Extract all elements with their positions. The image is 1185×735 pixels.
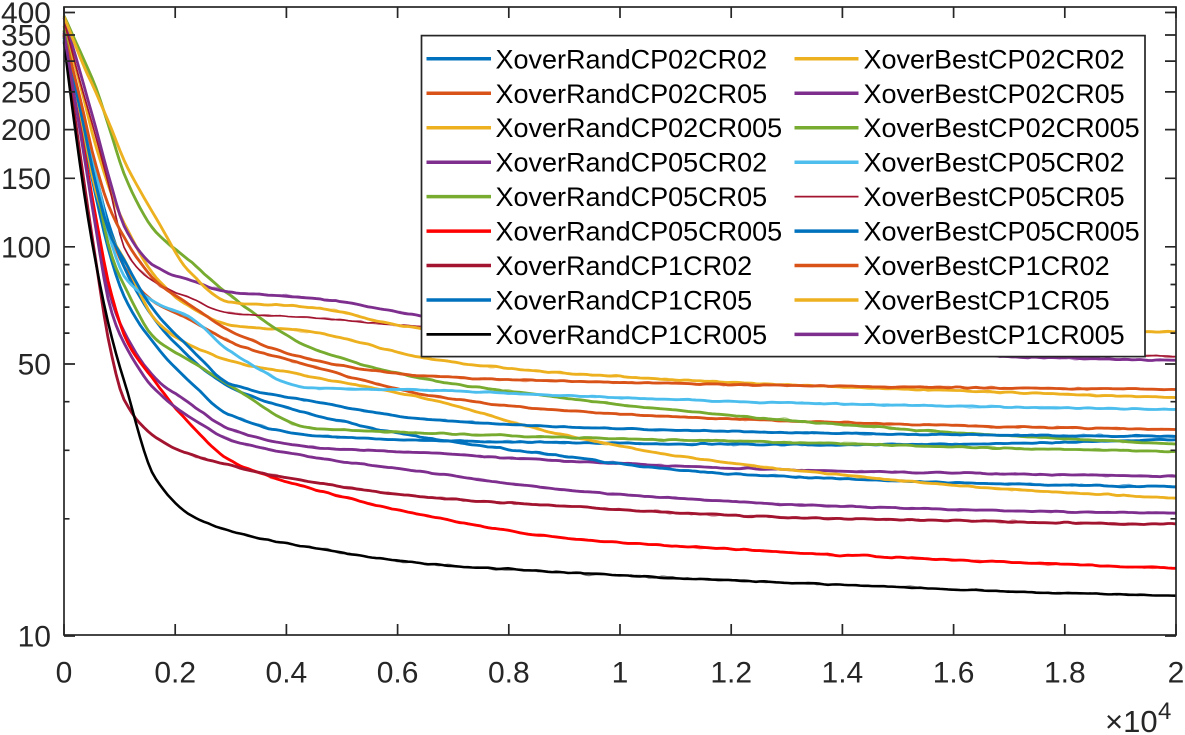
svg-text:0.8: 0.8: [488, 657, 530, 690]
svg-text:1.4: 1.4: [822, 657, 864, 690]
svg-text:XoverBestCP02CR02: XoverBestCP02CR02: [864, 44, 1125, 74]
svg-text:200: 200: [1, 114, 51, 147]
svg-text:XoverRandCP1CR05: XoverRandCP1CR05: [496, 286, 753, 316]
svg-text:XoverBestCP05CR05: XoverBestCP05CR05: [864, 182, 1125, 212]
svg-text:50: 50: [18, 349, 51, 382]
svg-text:XoverBestCP05CR02: XoverBestCP05CR02: [864, 148, 1125, 178]
svg-text:XoverRandCP1CR005: XoverRandCP1CR005: [496, 320, 768, 350]
svg-text:XoverRandCP1CR02: XoverRandCP1CR02: [496, 251, 753, 281]
svg-text:1.2: 1.2: [710, 657, 752, 690]
svg-text:10: 10: [18, 621, 51, 654]
svg-text:XoverBestCP1CR005: XoverBestCP1CR005: [864, 320, 1125, 350]
svg-text:100: 100: [1, 231, 51, 264]
svg-text:XoverRandCP05CR005: XoverRandCP05CR005: [496, 217, 783, 247]
svg-text:XoverRandCP02CR005: XoverRandCP02CR005: [496, 113, 783, 143]
svg-text:0.6: 0.6: [377, 657, 419, 690]
svg-text:150: 150: [1, 163, 51, 196]
svg-text:0.4: 0.4: [266, 657, 308, 690]
svg-text:XoverRandCP02CR02: XoverRandCP02CR02: [496, 44, 768, 74]
svg-text:×10: ×10: [1105, 704, 1158, 735]
svg-text:400: 400: [1, 0, 51, 30]
svg-text:XoverBestCP05CR005: XoverBestCP05CR005: [864, 217, 1140, 247]
svg-text:300: 300: [1, 46, 51, 79]
svg-text:XoverBestCP1CR05: XoverBestCP1CR05: [864, 286, 1110, 316]
svg-text:XoverRandCP02CR05: XoverRandCP02CR05: [496, 79, 768, 109]
svg-text:0: 0: [56, 657, 73, 690]
svg-text:XoverBestCP02CR005: XoverBestCP02CR005: [864, 113, 1140, 143]
svg-text:1: 1: [612, 657, 629, 690]
svg-text:XoverRandCP05CR02: XoverRandCP05CR02: [496, 148, 768, 178]
svg-text:4: 4: [1158, 698, 1171, 725]
svg-text:1.8: 1.8: [1044, 657, 1086, 690]
svg-text:1.6: 1.6: [933, 657, 975, 690]
svg-text:XoverRandCP05CR05: XoverRandCP05CR05: [496, 182, 768, 212]
svg-text:0.2: 0.2: [154, 657, 196, 690]
svg-text:XoverBestCP1CR02: XoverBestCP1CR02: [864, 251, 1110, 281]
svg-text:250: 250: [1, 76, 51, 109]
svg-text:XoverBestCP02CR05: XoverBestCP02CR05: [864, 79, 1125, 109]
svg-text:350: 350: [1, 20, 51, 53]
svg-text:2: 2: [1168, 657, 1185, 690]
